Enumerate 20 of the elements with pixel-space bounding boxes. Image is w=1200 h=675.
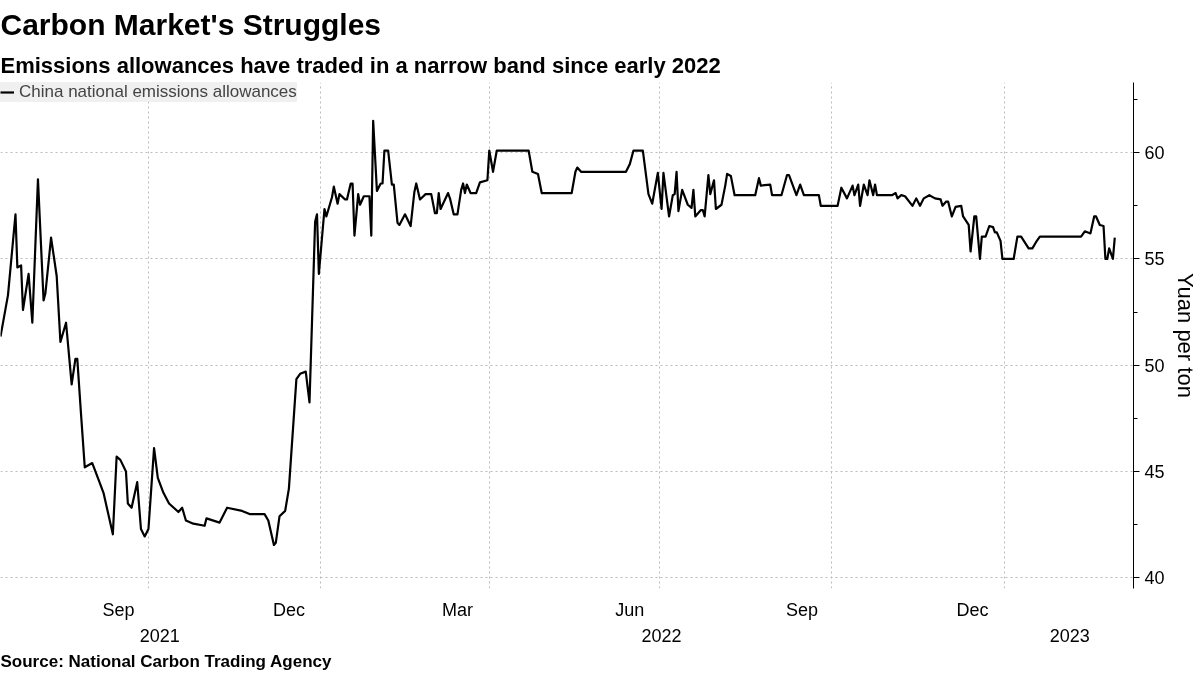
x-tick-label: Sep xyxy=(786,599,819,620)
y-tick-label: 50 xyxy=(1144,355,1165,376)
y-tick-label: 45 xyxy=(1144,462,1165,483)
line-series xyxy=(0,119,1116,547)
x-tick-label: Dec xyxy=(272,599,305,620)
y-tick-label: 55 xyxy=(1144,249,1165,270)
chart-subtitle: Emissions allowances have traded in a narrow band since early 2022 xyxy=(0,52,721,78)
x2-tick-label: 2022 xyxy=(641,625,682,646)
y-tick-label: 40 xyxy=(1144,568,1165,589)
x-tick-label: Jun xyxy=(615,599,645,620)
chart-title: Carbon Market's Struggles xyxy=(0,7,382,41)
x-tick-label: Sep xyxy=(102,599,135,620)
y-tick-label: 60 xyxy=(1144,143,1165,164)
x2-tick-label: 2023 xyxy=(1049,625,1090,646)
y-axis-title: Yuan per ton xyxy=(1172,273,1198,398)
x-tick-label: Dec xyxy=(956,599,989,620)
x-tick-label: Mar xyxy=(441,599,473,620)
source-note: Source: National Carbon Trading Agency xyxy=(0,651,332,671)
legend-label: China national emissions allowances xyxy=(19,82,297,102)
x2-tick-label: 2021 xyxy=(139,625,180,646)
